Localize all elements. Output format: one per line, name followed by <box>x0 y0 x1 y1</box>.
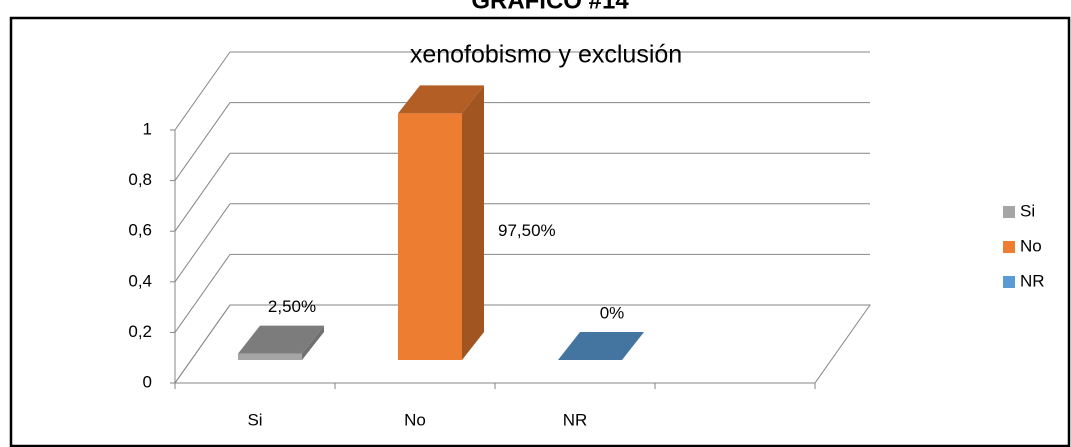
value-label: 0% <box>600 303 625 322</box>
grid-line <box>174 102 231 181</box>
grid-line <box>174 304 231 384</box>
x-tick-label: No <box>404 410 426 429</box>
legend-swatch <box>1003 241 1015 253</box>
bar-side <box>462 85 484 360</box>
bar-top <box>558 332 644 360</box>
legend-label: NR <box>1020 271 1045 290</box>
bar-front <box>238 353 302 360</box>
chart-title: xenofobismo y exclusión <box>410 41 682 69</box>
value-label: 97,50% <box>498 221 556 240</box>
legend-swatch <box>1003 276 1015 288</box>
bar-front <box>398 113 462 360</box>
bar <box>238 325 324 360</box>
legend-label: No <box>1020 236 1042 255</box>
bar-side <box>302 325 324 360</box>
grid-line <box>174 51 231 131</box>
y-tick-label: 0,2 <box>128 322 152 341</box>
bar-top <box>398 85 484 114</box>
grid-line <box>174 152 231 232</box>
y-tick-label: 0,8 <box>128 170 152 189</box>
bar <box>398 85 484 360</box>
y-tick-label: 0 <box>143 372 152 391</box>
legend-label: Si <box>1020 201 1035 220</box>
bar <box>558 332 644 360</box>
legend-swatch <box>1003 206 1015 218</box>
x-tick-label: NR <box>563 410 588 429</box>
header: GRAFICO #14 <box>471 0 629 14</box>
x-tick-label: Si <box>247 410 262 429</box>
y-tick-label: 1 <box>143 119 152 138</box>
value-label: 2,50% <box>268 297 316 316</box>
bar-top <box>238 325 324 354</box>
frame <box>9 16 1071 447</box>
y-tick-label: 0,4 <box>128 271 152 290</box>
y-tick-label: 0,6 <box>128 221 152 240</box>
grid-line <box>174 203 231 283</box>
grid-line <box>174 254 231 333</box>
